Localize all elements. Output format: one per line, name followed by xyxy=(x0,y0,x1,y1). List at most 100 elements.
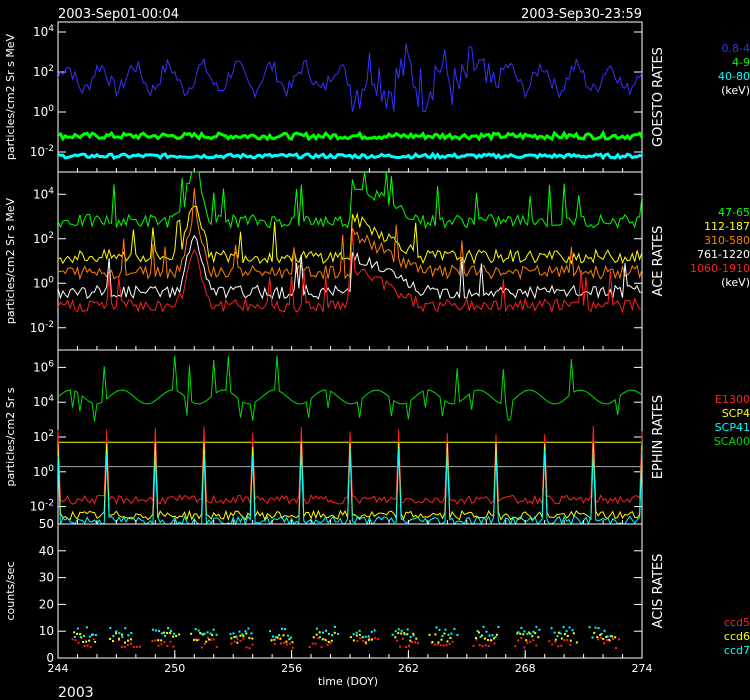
acis-point-2 xyxy=(406,628,409,631)
acis-point-2 xyxy=(94,633,97,636)
acis-point-0 xyxy=(606,638,609,641)
acis-point-1 xyxy=(270,639,273,642)
acis-point-1 xyxy=(205,640,208,643)
acis-point-1 xyxy=(403,632,406,635)
acis-point-2 xyxy=(115,630,118,633)
legend-acis-0: ccd5 xyxy=(723,616,750,629)
acis-point-1 xyxy=(605,635,608,638)
acis-point-0 xyxy=(557,645,560,648)
acis-point-2 xyxy=(562,626,565,629)
acis-point-2 xyxy=(538,628,541,631)
legend-ace-4: 1060-1910 xyxy=(690,262,750,275)
acis-point-1 xyxy=(79,633,82,636)
acis-point-2 xyxy=(127,634,130,637)
acis-point-0 xyxy=(242,637,245,640)
acis-point-0 xyxy=(526,641,529,644)
acis-point-0 xyxy=(560,644,563,647)
acis-point-0 xyxy=(135,645,138,648)
acis-point-2 xyxy=(394,630,397,633)
acis-point-0 xyxy=(368,637,371,640)
acis-point-2 xyxy=(206,631,209,634)
acis-point-0 xyxy=(233,640,236,643)
acis-point-1 xyxy=(480,634,483,637)
legend-ace-2: 310-580 xyxy=(704,234,750,247)
acis-point-1 xyxy=(236,641,239,644)
panel-title-2: EPHIN RATES xyxy=(651,395,666,479)
panel-0: 10-2 100 102 104 particles/cm2 Sr s MeV GOEST… xyxy=(4,21,666,173)
series-group-2 xyxy=(57,355,643,526)
acis-point-1 xyxy=(358,633,361,636)
acis-point-1 xyxy=(440,638,443,641)
acis-point-0 xyxy=(554,640,557,643)
acis-point-2 xyxy=(391,633,394,636)
year-label: 2003 xyxy=(58,685,94,700)
x-axis-title: time (DOY) xyxy=(318,675,378,688)
acis-point-0 xyxy=(206,636,209,639)
acis-point-2 xyxy=(197,629,200,632)
acis-point-2 xyxy=(200,632,203,635)
acis-point-1 xyxy=(560,637,563,640)
acis-point-1 xyxy=(157,639,160,642)
acis-point-0 xyxy=(603,642,606,645)
acis-point-0 xyxy=(377,638,380,641)
acis-point-2 xyxy=(450,632,453,635)
ytick-label-2-4: 106 xyxy=(33,359,54,374)
acis-point-0 xyxy=(433,643,436,646)
acis-point-1 xyxy=(130,638,133,641)
acis-point-0 xyxy=(288,642,291,645)
ytick-label-2-2: 102 xyxy=(33,429,54,444)
acis-point-0 xyxy=(374,637,377,640)
acis-point-0 xyxy=(517,639,520,642)
acis-point-2 xyxy=(232,632,235,635)
acis-point-2 xyxy=(482,625,485,628)
acis-point-1 xyxy=(245,632,248,635)
acis-point-1 xyxy=(355,634,358,637)
acis-point-1 xyxy=(364,641,367,644)
acis-point-2 xyxy=(603,629,606,632)
acis-point-2 xyxy=(438,628,441,631)
xtick-label-2: 256 xyxy=(281,662,302,675)
acis-point-0 xyxy=(123,645,126,648)
acis-point-2 xyxy=(229,633,232,636)
legend-acis-1: ccd6 xyxy=(723,630,750,643)
acis-point-0 xyxy=(77,641,80,644)
acis-point-1 xyxy=(172,635,175,638)
series-line-2-0 xyxy=(57,425,643,505)
acis-point-0 xyxy=(414,641,417,644)
acis-point-2 xyxy=(409,635,412,638)
ace-legend: 47-65 112-187 310-580 761-1220 1060-1910… xyxy=(672,206,750,290)
panel-title-1: ACE RATES xyxy=(651,226,666,297)
xtick-label-1: 250 xyxy=(164,662,185,675)
acis-point-0 xyxy=(481,645,484,648)
acis-point-2 xyxy=(559,632,562,635)
acis-point-0 xyxy=(535,644,538,647)
acis-point-0 xyxy=(89,645,92,648)
acis-point-1 xyxy=(593,631,596,634)
acis-point-1 xyxy=(516,632,519,635)
acis-point-0 xyxy=(478,644,481,647)
acis-point-1 xyxy=(352,639,355,642)
acis-point-0 xyxy=(209,638,212,641)
acis-point-0 xyxy=(230,642,233,645)
ylabel-1: particles/cm2 Sr s MeV xyxy=(4,197,17,324)
acis-point-0 xyxy=(323,637,326,640)
acis-point-2 xyxy=(568,626,571,629)
acis-point-0 xyxy=(212,638,215,641)
acis-point-2 xyxy=(367,635,370,638)
acis-point-1 xyxy=(82,640,85,643)
acis-point-2 xyxy=(155,629,158,632)
acis-point-1 xyxy=(109,637,112,640)
acis-point-0 xyxy=(329,642,332,645)
acis-point-0 xyxy=(402,637,405,640)
acis-point-0 xyxy=(138,645,141,648)
acis-point-2 xyxy=(324,629,327,632)
acis-point-0 xyxy=(597,638,600,641)
start-time-label: 2003-Sep01-00:04 xyxy=(58,7,179,22)
ytick-label-1-2: 102 xyxy=(33,231,54,246)
acis-point-1 xyxy=(276,636,279,639)
acis-point-1 xyxy=(474,637,477,640)
acis-point-2 xyxy=(327,632,330,635)
acis-point-1 xyxy=(446,640,449,643)
acis-point-1 xyxy=(199,631,202,634)
ytick-label-1-3: 104 xyxy=(33,186,54,201)
